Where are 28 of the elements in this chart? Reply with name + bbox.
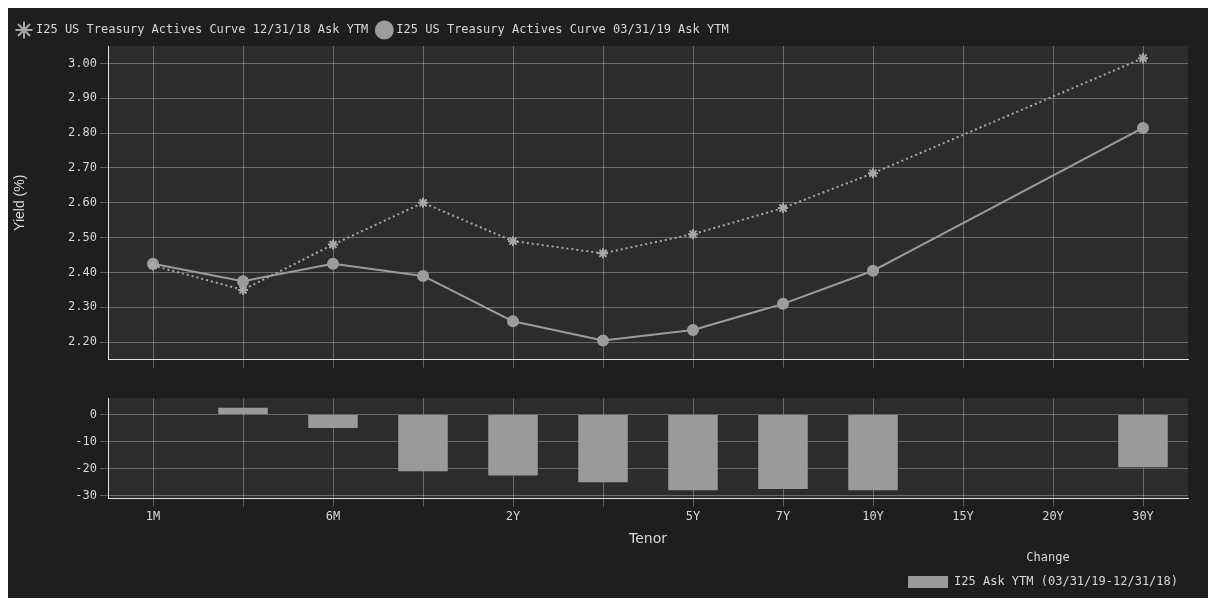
legend-label: I25 US Treasury Actives Curve 12/31/18 Ask YTM xyxy=(36,22,369,37)
y-tick-label: -10 xyxy=(75,433,97,448)
y-tick-label: 2.90 xyxy=(68,90,97,105)
y-tick-label: -20 xyxy=(75,460,97,475)
x-tick-label: 15Y xyxy=(952,508,975,523)
y-axis-title: Yield (%) xyxy=(11,174,28,231)
x-tick-label: 20Y xyxy=(1042,508,1065,523)
y-tick-label: 2.80 xyxy=(68,125,97,140)
x-tick-label: 2Y xyxy=(505,508,521,523)
y-tick-label: 2.30 xyxy=(68,299,97,314)
x-tick-label: 6M xyxy=(325,508,341,523)
x-tick-label: 1M xyxy=(145,508,161,523)
legend-label: I25 US Treasury Actives Curve 03/31/19 Ask YTM xyxy=(396,22,729,37)
x-tick-label: 10Y xyxy=(862,508,885,523)
y-tick-label: 2.50 xyxy=(68,229,97,244)
legend-title: Change xyxy=(1026,549,1070,564)
x-tick-label: 7Y xyxy=(775,508,791,523)
y-tick-label: 2.70 xyxy=(68,160,97,175)
y-tick-label: 3.00 xyxy=(68,55,97,70)
y-tick-label: -30 xyxy=(75,487,97,502)
y-tick-label: 2.40 xyxy=(68,264,97,279)
x-axis-title: Tenor xyxy=(628,529,668,546)
legend-label: I25 Ask YTM (03/31/19-12/31/18) xyxy=(954,574,1179,589)
y-tick-label: 0 xyxy=(89,406,97,421)
x-tick-label: 5Y xyxy=(685,508,701,523)
x-tick-label: 30Y xyxy=(1132,508,1155,523)
y-tick-label: 2.60 xyxy=(68,194,97,209)
y-tick-label: 2.20 xyxy=(68,334,97,349)
